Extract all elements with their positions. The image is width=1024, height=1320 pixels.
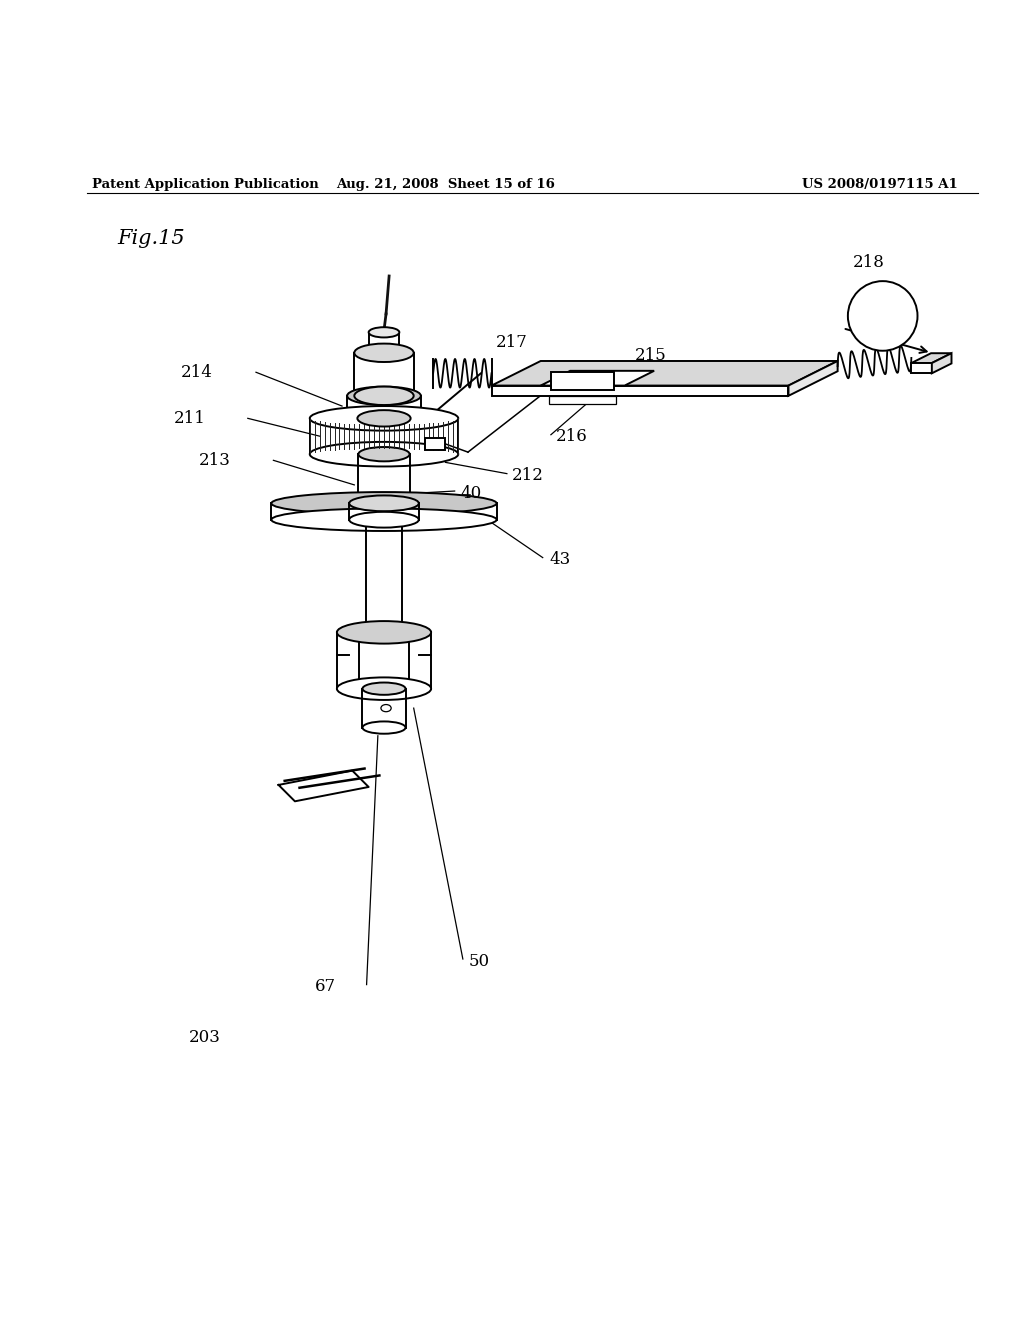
Circle shape xyxy=(848,281,918,351)
Ellipse shape xyxy=(381,705,391,711)
Ellipse shape xyxy=(354,343,414,362)
Text: 50: 50 xyxy=(469,953,490,970)
Text: 216: 216 xyxy=(556,428,588,445)
Ellipse shape xyxy=(358,447,410,462)
Text: 215: 215 xyxy=(635,347,667,364)
Text: 217: 217 xyxy=(496,334,528,351)
Text: 40: 40 xyxy=(461,484,482,502)
Polygon shape xyxy=(541,371,654,385)
Ellipse shape xyxy=(369,347,399,358)
Ellipse shape xyxy=(362,722,406,734)
Text: 212: 212 xyxy=(512,467,544,484)
Text: 218: 218 xyxy=(853,255,885,271)
Text: 213: 213 xyxy=(199,451,231,469)
Polygon shape xyxy=(788,360,838,396)
Ellipse shape xyxy=(347,409,421,428)
Text: Fig.15: Fig.15 xyxy=(118,228,185,248)
Ellipse shape xyxy=(337,622,431,644)
Polygon shape xyxy=(492,360,838,385)
Text: 211: 211 xyxy=(173,409,206,426)
Text: Aug. 21, 2008  Sheet 15 of 16: Aug. 21, 2008 Sheet 15 of 16 xyxy=(336,178,555,191)
Ellipse shape xyxy=(271,492,497,515)
Text: 43: 43 xyxy=(550,552,571,568)
Ellipse shape xyxy=(362,682,406,694)
Ellipse shape xyxy=(357,411,411,426)
Text: 214: 214 xyxy=(180,364,213,380)
Ellipse shape xyxy=(354,387,414,405)
Text: Patent Application Publication: Patent Application Publication xyxy=(92,178,318,191)
Ellipse shape xyxy=(349,495,419,511)
Polygon shape xyxy=(911,363,932,374)
Polygon shape xyxy=(551,372,614,389)
Ellipse shape xyxy=(309,407,459,430)
Ellipse shape xyxy=(271,508,497,531)
Text: 203: 203 xyxy=(188,1030,221,1047)
Polygon shape xyxy=(911,354,951,363)
Ellipse shape xyxy=(347,387,421,405)
Ellipse shape xyxy=(349,512,419,528)
Text: 67: 67 xyxy=(315,978,336,995)
Polygon shape xyxy=(932,354,951,374)
Bar xyxy=(425,438,445,450)
Text: US 2008/0197115 A1: US 2008/0197115 A1 xyxy=(802,178,957,191)
Polygon shape xyxy=(492,385,788,396)
Ellipse shape xyxy=(369,327,399,338)
Text: 217: 217 xyxy=(780,370,812,387)
Text: S: S xyxy=(877,308,889,325)
Polygon shape xyxy=(549,396,616,404)
Ellipse shape xyxy=(309,442,459,466)
Ellipse shape xyxy=(337,677,431,700)
